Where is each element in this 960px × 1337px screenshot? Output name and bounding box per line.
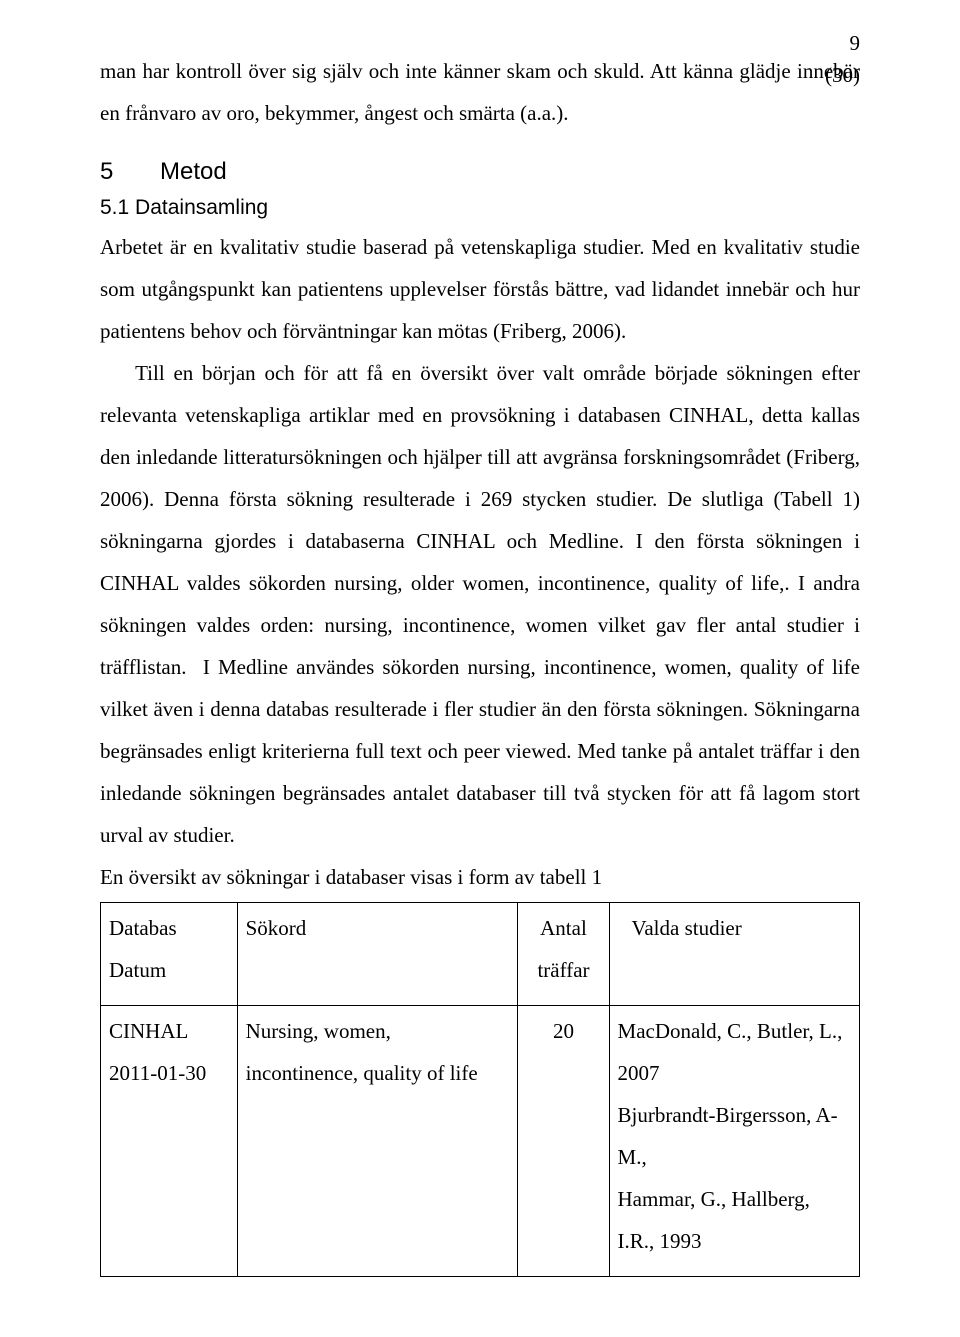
th-antal-l1: Antal [526,907,600,949]
th-sokord-text: Sökord [246,907,510,949]
overview-line: En översikt av sökningar i databaser vis… [100,856,860,898]
th-antal-l2: träffar [526,949,600,991]
subsection-title: Datainsamling [135,196,268,219]
cell-valda-l2: Bjurbrandt-Birgersson, A-M., [618,1094,851,1178]
th-database-l2: Datum [109,949,229,991]
cell-valda: MacDonald, C., Butler, L., 2007 Bjurbran… [609,1006,859,1277]
paragraph-1: Arbetet är en kvalitativ studie baserad … [100,226,860,352]
cell-sok-l2: incontinence, quality of life [246,1052,510,1094]
section-heading: 5Metod [100,158,860,186]
section-number: 5 [100,158,160,186]
table-row: CINHAL 2011-01-30 Nursing, women, incont… [101,1006,860,1277]
body-block: Arbetet är en kvalitativ studie baserad … [100,226,860,898]
section-title: Metod [160,158,227,185]
page-header: 9 (30) [825,28,860,91]
subsection-number: 5.1 [100,196,129,219]
cell-valda-l1: MacDonald, C., Butler, L., 2007 [618,1010,851,1094]
paragraph-2: Till en början och för att få en översik… [100,352,860,856]
document-page: 9 (30) man har kontroll över sig själv o… [0,0,960,1337]
cell-antal: 20 [518,1006,609,1277]
th-valda: Valda studier [609,903,859,1006]
page-number: 9 [825,28,860,60]
cell-db: CINHAL 2011-01-30 [101,1006,238,1277]
cell-valda-l3: Hammar, G., Hallberg, I.R., 1993 [618,1178,851,1262]
subsection-heading: 5.1 Datainsamling [100,196,860,220]
page-total: (30) [825,60,860,92]
intro-paragraph: man har kontroll över sig själv och inte… [100,50,860,134]
th-valda-text: Valda studier [618,907,851,949]
table-header-row: Databas Datum Sökord Antal träffar Valda… [101,903,860,1006]
cell-sok: Nursing, women, incontinence, quality of… [237,1006,518,1277]
cell-antal-val: 20 [526,1010,600,1052]
cell-db-l2: 2011-01-30 [109,1052,229,1094]
cell-db-l1: CINHAL [109,1010,229,1052]
cell-sok-l1: Nursing, women, [246,1010,510,1052]
search-table: Databas Datum Sökord Antal träffar Valda… [100,902,860,1277]
th-database: Databas Datum [101,903,238,1006]
th-database-l1: Databas [109,907,229,949]
th-antal: Antal träffar [518,903,609,1006]
th-sokord: Sökord [237,903,518,1006]
